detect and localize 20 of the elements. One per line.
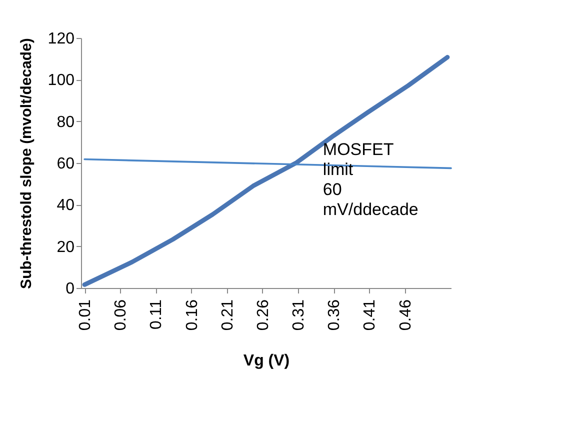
y-tick-label: 100: [48, 72, 75, 90]
x-tick-label: 0.46: [397, 299, 414, 331]
x-tick-label: 0.11: [148, 299, 166, 330]
y-tick-label: 20: [56, 238, 75, 256]
y-tick-label: 40: [56, 197, 75, 214]
x-tick-label: 0.06: [112, 299, 130, 331]
x-tick-label: 0.16: [184, 299, 201, 331]
x-tick-label: 0.21: [219, 299, 236, 331]
annotation: MOSFET limit 60 mV/ddecade: [322, 140, 418, 219]
y-axis-title: Sub-threstold slope (mvolt/decade): [18, 38, 35, 289]
y-tick-label: 120: [48, 30, 75, 48]
y-tick-label: 60: [56, 156, 75, 172]
y-tick-label: 80: [56, 114, 75, 131]
x-tick-label: 0.01: [77, 299, 94, 331]
y-tick-label: 0: [66, 280, 75, 298]
x-axis-title: Vg (V): [243, 352, 290, 370]
x-tick-label: 0.26: [254, 299, 272, 331]
x-tick-label: 0.31: [290, 299, 308, 331]
x-tick-label: 0.36: [326, 299, 344, 331]
x-tick-label: 0.41: [362, 299, 379, 331]
